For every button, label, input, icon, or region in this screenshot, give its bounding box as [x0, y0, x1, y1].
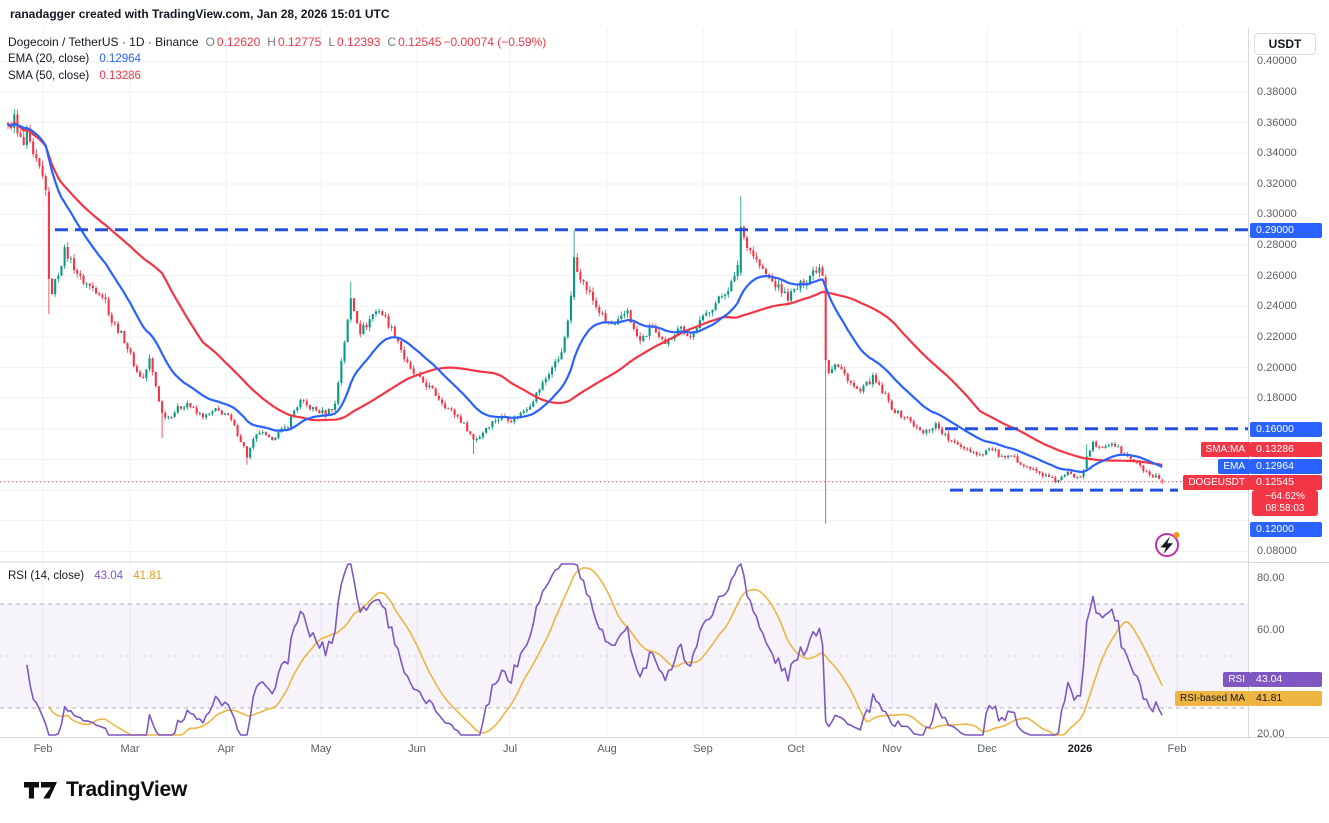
price-axis[interactable]: USDT 0.40000 0.38000 0.36000 0.34000 0.32000… [1174, 28, 1329, 740]
level-badge-029: 0.29000 [1250, 223, 1322, 238]
ohlc-part-4: L [328, 35, 336, 49]
price-tick: 0.40000 [1257, 55, 1297, 68]
rsi-legend-label: RSI (14, close) [8, 570, 85, 582]
rsi-tick: 60.00 [1257, 624, 1285, 636]
ohlc-part-5: 0.12393 [337, 35, 381, 49]
ohlc-part-2: H [267, 35, 276, 49]
level-badge-016: 0.16000 [1250, 422, 1322, 437]
sma-line [7, 121, 1163, 466]
time-label-sep: Sep [693, 743, 713, 755]
price-pane-legend: Dogecoin / TetherUS · 1D · Binance O 0.126… [8, 34, 546, 85]
rsi-tick: 80.00 [1257, 572, 1285, 584]
change-countdown-badge: −64.62% 08:58:03 [1252, 490, 1318, 516]
rsi-ma-badge-label: RSI-based MA [1174, 691, 1250, 706]
ohlc-part-6: C [387, 35, 397, 49]
level-badge-016-value: 0.16000 [1256, 423, 1294, 435]
time-axis[interactable]: Feb Mar Apr May Jun Jul Aug Sep Oct Nov Dec 2026 Feb [0, 737, 1329, 762]
ohlc-values: O 0.12620 H 0.12775 L 0.12393 C 0.12545 −0.00074… [199, 35, 547, 49]
rsi-ma-legend-value: 41.81 [133, 570, 163, 582]
rsi-band [0, 603, 1248, 709]
rsi-line [26, 563, 1163, 736]
time-label-aug: Aug [597, 743, 617, 755]
chart-canvas[interactable] [0, 28, 1248, 737]
rsi-badge: 43.04 RSI [1223, 672, 1322, 687]
time-label-jul: Jul [503, 743, 518, 755]
ohlc-part-8: −0.00074 (−0.59%) [443, 35, 547, 49]
attribution-bar: ranadagger created with TradingView.com,… [0, 0, 1329, 28]
rsi-ma-badge: 41.81 RSI-based MA [1174, 691, 1322, 706]
rsi-legend-value: 43.04 [94, 570, 124, 582]
ohlc-part-1: 0.12620 [216, 35, 261, 49]
price-tick: 0.30000 [1257, 208, 1297, 221]
price-tick: 0.08000 [1257, 545, 1297, 558]
chart-area: Dogecoin / TetherUS · 1D · Binance O 0.126… [0, 28, 1329, 762]
sma-legend-label: SMA (50, close) [8, 70, 90, 82]
time-label-mar: Mar [120, 743, 140, 755]
symbol-price-badge-label: DOGEUSDT [1183, 475, 1250, 490]
candlestick-series [6, 109, 1164, 524]
symbol-title: Dogecoin / TetherUS · 1D · Binance [8, 35, 199, 49]
time-label-may: May [310, 743, 332, 755]
price-tick: 0.22000 [1257, 330, 1297, 343]
rsi-badge-value: 43.04 [1256, 673, 1283, 685]
currency-label: USDT [1254, 33, 1316, 55]
tradingview-logo[interactable]: TradingView [24, 778, 187, 802]
time-label-feb: Feb [1167, 743, 1187, 755]
sma-badge: 0.13286 SMA:MA [1200, 442, 1322, 457]
tradingview-logo-icon [24, 781, 57, 798]
time-label-jun: Jun [408, 743, 426, 755]
rsi-ma-line [48, 566, 1163, 736]
symbol-price-badge-value: 0.12545 [1256, 476, 1294, 488]
time-label-dec: Dec [977, 743, 997, 755]
rsi-ma-badge-value: 41.81 [1256, 692, 1283, 704]
attribution-text: ranadagger created with TradingView.com,… [10, 7, 390, 21]
rsi-badge-label: RSI [1223, 672, 1250, 687]
time-label-feb: Feb [33, 743, 53, 755]
price-tick: 0.28000 [1257, 239, 1297, 252]
ohlc-part-3: 0.12775 [277, 35, 322, 49]
tradingview-logo-text: TradingView [66, 778, 188, 801]
price-tick: 0.18000 [1257, 392, 1297, 405]
ema-legend-value: 0.12964 [99, 53, 141, 65]
axis-pane-separator [1249, 562, 1329, 563]
support-resistance-levels [55, 228, 1248, 492]
change-countdown-badge-line: 08:58:03 [1265, 503, 1305, 514]
level-badge-012-value: 0.12000 [1256, 523, 1294, 535]
price-tick: 0.32000 [1257, 177, 1297, 190]
time-label-oct: Oct [787, 743, 805, 755]
price-tick: 0.36000 [1257, 116, 1297, 129]
ohlc-part-0: O [205, 35, 215, 49]
level-badge-029-value: 0.29000 [1256, 224, 1294, 236]
sma-legend-value: 0.13286 [99, 70, 141, 82]
ema-badge-value: 0.12964 [1256, 460, 1294, 472]
level-badge-012: 0.12000 [1250, 522, 1322, 537]
ema-line [7, 123, 1163, 473]
ema-badge-label: EMA [1218, 459, 1250, 474]
ema-legend-label: EMA (20, close) [8, 53, 90, 65]
time-label-nov: Nov [882, 743, 902, 755]
price-tick: 0.26000 [1257, 269, 1297, 282]
footer: TradingView [0, 762, 1329, 823]
price-tick: 0.38000 [1257, 86, 1297, 98]
rsi-pane-legend: RSI (14, close) 43.04 41.81 [8, 568, 162, 585]
sma-badge-value: 0.13286 [1256, 443, 1294, 455]
time-label-apr: Apr [217, 743, 235, 755]
ohlc-part-7: 0.12545 [398, 35, 442, 49]
price-tick: 0.34000 [1257, 147, 1297, 160]
price-tick: 0.24000 [1257, 300, 1297, 313]
symbol-price-badge: 0.12545 DOGEUSDT [1183, 475, 1322, 490]
change-countdown-badge-line: −64.62% [1265, 491, 1305, 502]
flash-icon[interactable] [1155, 532, 1180, 557]
sma-badge-label: SMA:MA [1200, 442, 1250, 457]
time-label-2026: 2026 [1067, 743, 1093, 755]
ema-badge: 0.12964 EMA [1218, 459, 1322, 474]
price-tick: 0.20000 [1257, 361, 1297, 374]
